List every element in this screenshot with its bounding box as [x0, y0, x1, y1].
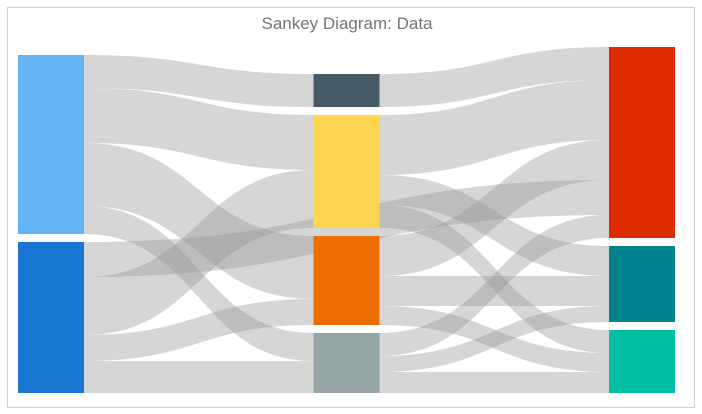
link: [379, 306, 609, 372]
link: [84, 55, 314, 107]
node: [609, 47, 675, 238]
link: [379, 276, 609, 306]
link: [84, 206, 314, 361]
node: [313, 333, 380, 393]
node: [18, 242, 84, 393]
node: [313, 115, 380, 228]
node: [313, 74, 380, 107]
link: [84, 143, 314, 299]
link: [379, 205, 609, 353]
chart-title: Sankey Diagram: Data: [261, 14, 433, 33]
link: [379, 306, 609, 372]
link: [379, 80, 609, 175]
node: [609, 330, 675, 393]
link: [379, 47, 609, 107]
link: [84, 170, 314, 335]
link: [84, 299, 314, 361]
link: [84, 88, 314, 170]
link: [379, 372, 609, 393]
node: [609, 246, 675, 322]
link: [379, 215, 609, 356]
links: [84, 47, 609, 393]
nodes: [18, 47, 675, 393]
link: [84, 180, 609, 277]
node: [18, 55, 84, 234]
node: [313, 236, 380, 325]
link: [84, 361, 314, 393]
link: [379, 175, 609, 276]
link: [379, 140, 609, 276]
